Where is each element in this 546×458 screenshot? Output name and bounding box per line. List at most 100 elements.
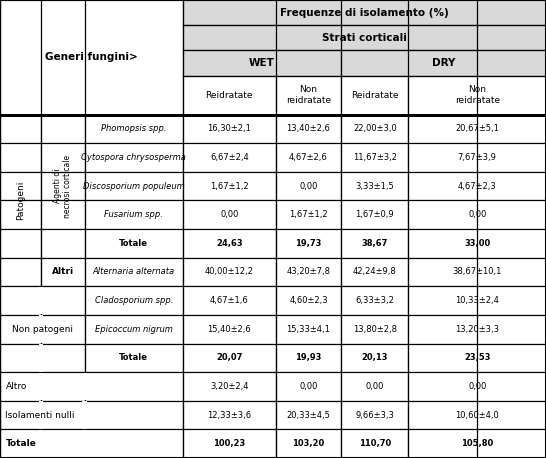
Text: 6,33±3,2: 6,33±3,2 [355,296,394,305]
Text: Totale: Totale [119,353,149,362]
Bar [341,286,408,315]
Text: 20,33±4,5: 20,33±4,5 [287,410,330,420]
Bar [0,258,41,286]
Bar [0,372,41,401]
Bar [0,172,41,201]
Text: 33,00: 33,00 [464,239,490,248]
Text: 1,67±1,2: 1,67±1,2 [289,210,328,219]
Bar [341,201,408,229]
Text: WET: WET [249,58,275,68]
Bar [0,286,41,315]
Bar [85,344,183,372]
Text: Generi fungini>: Generi fungini> [45,52,138,62]
Bar [341,401,408,430]
Text: Agenti di
necrosi corticale: Agenti di necrosi corticale [53,154,73,218]
Text: Phomopsis spp.: Phomopsis spp. [101,124,167,133]
Bar [408,286,546,315]
Bar [408,143,546,172]
Bar [85,172,183,201]
Text: 4,60±2,3: 4,60±2,3 [289,296,328,305]
Bar [341,344,408,372]
Text: 7,67±3,9: 7,67±3,9 [458,153,497,162]
Bar [85,258,183,286]
Bar [85,372,183,401]
Bar [41,372,85,401]
Bar [183,25,546,50]
Text: Strati corticali: Strati corticali [322,33,407,43]
Text: Non patogeni: Non patogeni [12,325,73,334]
Text: 1,67±0,9: 1,67±0,9 [355,210,394,219]
Bar [276,258,341,286]
Bar [85,315,183,344]
Bar [183,344,276,372]
Bar [276,229,341,258]
Bar [183,50,341,76]
Bar [0,430,41,458]
Text: 23,53: 23,53 [464,353,490,362]
Bar [408,315,546,344]
Bar [0,114,41,143]
Bar [183,76,276,114]
Text: Reidratate: Reidratate [351,91,399,99]
Text: Alternaria alternata: Alternaria alternata [93,267,175,277]
Text: 12,33±3,6: 12,33±3,6 [207,410,251,420]
Text: 4,67±1,6: 4,67±1,6 [210,296,248,305]
Bar [41,172,85,201]
Text: 38,67±10,1: 38,67±10,1 [453,267,502,277]
Bar [408,172,546,201]
Bar [276,201,341,229]
Bar [408,201,546,229]
Bar [276,76,341,114]
Bar [276,430,341,458]
Text: 22,00±3,0: 22,00±3,0 [353,124,397,133]
Bar [341,430,408,458]
Bar [183,172,276,201]
Bar [0,143,41,172]
Bar [39,344,43,372]
Bar [0,201,41,229]
Bar [183,229,276,258]
Bar [276,143,341,172]
Bar [0,229,41,258]
Text: 105,80: 105,80 [461,439,494,448]
Text: 4,67±2,6: 4,67±2,6 [289,153,328,162]
Text: 110,70: 110,70 [359,439,391,448]
Bar [0,401,41,430]
Bar [41,286,85,315]
Bar [39,373,43,400]
Text: Totale: Totale [5,439,37,448]
Bar [341,143,408,172]
Bar [341,114,408,143]
Bar [276,286,341,315]
Text: 20,07: 20,07 [216,353,242,362]
Bar [41,344,85,372]
Text: 42,24±9,8: 42,24±9,8 [353,267,397,277]
Bar [276,114,341,143]
Text: 15,33±4,1: 15,33±4,1 [287,325,330,334]
Text: 10,33±2,4: 10,33±2,4 [455,296,499,305]
Bar [183,143,276,172]
Text: 19,93: 19,93 [295,353,322,362]
Text: 13,80±2,8: 13,80±2,8 [353,325,397,334]
Bar [183,372,276,401]
Bar [0,344,41,372]
Text: 13,20±3,3: 13,20±3,3 [455,325,499,334]
Bar [183,258,276,286]
Bar [276,372,341,401]
Text: 11,67±3,2: 11,67±3,2 [353,153,397,162]
Text: 0,00: 0,00 [468,210,486,219]
Bar [85,229,183,258]
Bar [41,315,85,344]
Text: 15,40±2,6: 15,40±2,6 [207,325,251,334]
Bar [82,373,87,400]
Bar [408,344,546,372]
Bar [41,114,85,143]
Bar [341,372,408,401]
Text: 10,60±4,0: 10,60±4,0 [455,410,499,420]
Bar [41,430,85,458]
Bar [408,229,546,258]
Bar [183,201,276,229]
Text: 1,67±1,2: 1,67±1,2 [210,181,248,191]
Text: 43,20±7,8: 43,20±7,8 [287,267,330,277]
Bar [341,172,408,201]
